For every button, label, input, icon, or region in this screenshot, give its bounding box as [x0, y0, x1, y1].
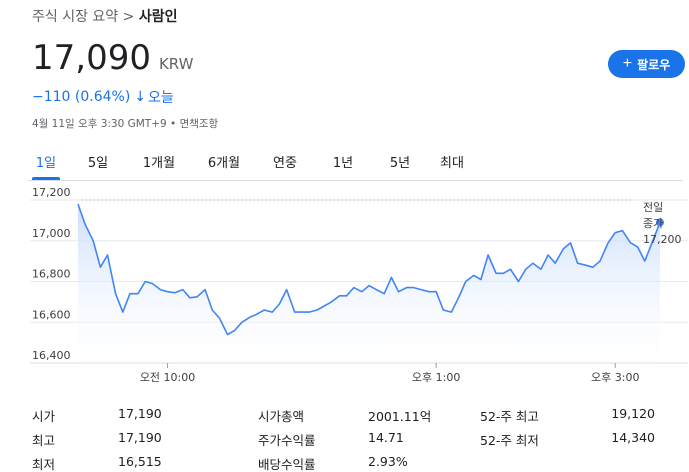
change-period: 오늘 [148, 90, 174, 106]
range-tabs: 1일 5일 1개월 6개월 연중 1년 5년 최대 [28, 148, 476, 180]
tab-7[interactable]: 최대 [440, 156, 464, 171]
breadcrumb-current: 사람인 [138, 9, 178, 25]
tab-4[interactable]: 연중 [273, 156, 297, 171]
stat-l1: 시가 [32, 409, 56, 424]
stat-v3: 14,340 [611, 430, 655, 445]
tab-2[interactable]: 1개월 [142, 156, 176, 171]
stat-l1: 최저 [32, 457, 56, 472]
stat-v1: 17,190 [118, 430, 162, 445]
follow-button[interactable]: + 팔로우 [608, 50, 685, 78]
tab-3[interactable]: 6개월 [207, 156, 241, 171]
price-change: −110 (0.64%) ↓ 오늘 [32, 87, 174, 107]
stat-row: 최저 16,515 배당수익률 2.93% [32, 454, 682, 472]
arrow-down-icon: ↓ [134, 89, 147, 105]
previous-close-label-1: 전일 [643, 200, 663, 214]
plus-icon: + [622, 55, 633, 72]
change-value: −110 (0.64%) [32, 89, 131, 105]
stat-l2: 배당수익률 [258, 457, 316, 472]
x-tick-label: 오전 10:00 [140, 371, 195, 384]
tab-6[interactable]: 5년 [389, 156, 411, 171]
tab-5[interactable]: 1년 [332, 156, 354, 171]
last-price-dot [656, 218, 664, 227]
stat-v2: 2.93% [368, 454, 408, 469]
current-price: 17,090 [32, 38, 151, 78]
stat-v1: 17,190 [118, 406, 162, 421]
stat-v2: 14.71 [368, 430, 404, 445]
tab-1[interactable]: 5일 [87, 156, 109, 171]
previous-close-label-2: 종가 [643, 217, 663, 230]
stat-l3: 52-주 최고 [480, 409, 539, 424]
x-tick-label: 오후 3:00 [591, 371, 639, 384]
x-tick-label: 오후 1:00 [412, 371, 460, 384]
price-area-fill [78, 204, 660, 363]
breadcrumb-prefix[interactable]: 주식 시장 요약 > [32, 9, 139, 25]
breadcrumb: 주식 시장 요약 > 사람인 [32, 6, 177, 26]
price-row: 17,090 KRW [32, 38, 193, 78]
stat-l1: 최고 [32, 433, 56, 448]
follow-button-label: 팔로우 [637, 57, 671, 72]
y-tick-label: 16,800 [32, 268, 71, 281]
tabs-divider [28, 180, 683, 181]
stat-v1: 16,515 [118, 454, 162, 469]
previous-close-value: 17,200 [643, 233, 682, 246]
currency-label: KRW [158, 55, 194, 73]
stat-v2: 2001.11억 [368, 409, 432, 424]
tab-0[interactable]: 1일 [32, 148, 60, 180]
y-tick-label: 16,400 [32, 349, 71, 362]
stat-v3: 19,120 [611, 406, 655, 421]
y-tick-label: 17,000 [32, 227, 71, 240]
quote-timestamp[interactable]: 4월 11일 오후 3:30 GMT+9 • 면책조항 [32, 118, 219, 130]
price-chart[interactable]: 17,200 17,000 16,800 16,600 16,400 오전 10:00 오후… [0, 185, 689, 390]
stat-l2: 주가수익률 [258, 433, 316, 448]
key-stats: 시가 17,190 시가총액 2001.11억 52-주 최고 19,120 최고 17,19… [32, 406, 682, 472]
price-line [77, 203, 661, 336]
stat-l3: 52-주 최저 [480, 433, 539, 448]
stat-l2: 시가총액 [258, 409, 305, 424]
stat-row: 최고 17,190 주가수익률 14.71 52-주 최저 14,340 [32, 430, 682, 454]
y-tick-label: 17,200 [32, 186, 71, 199]
y-tick-label: 16,600 [32, 308, 71, 321]
stat-row: 시가 17,190 시가총액 2001.11억 52-주 최고 19,120 [32, 406, 682, 430]
